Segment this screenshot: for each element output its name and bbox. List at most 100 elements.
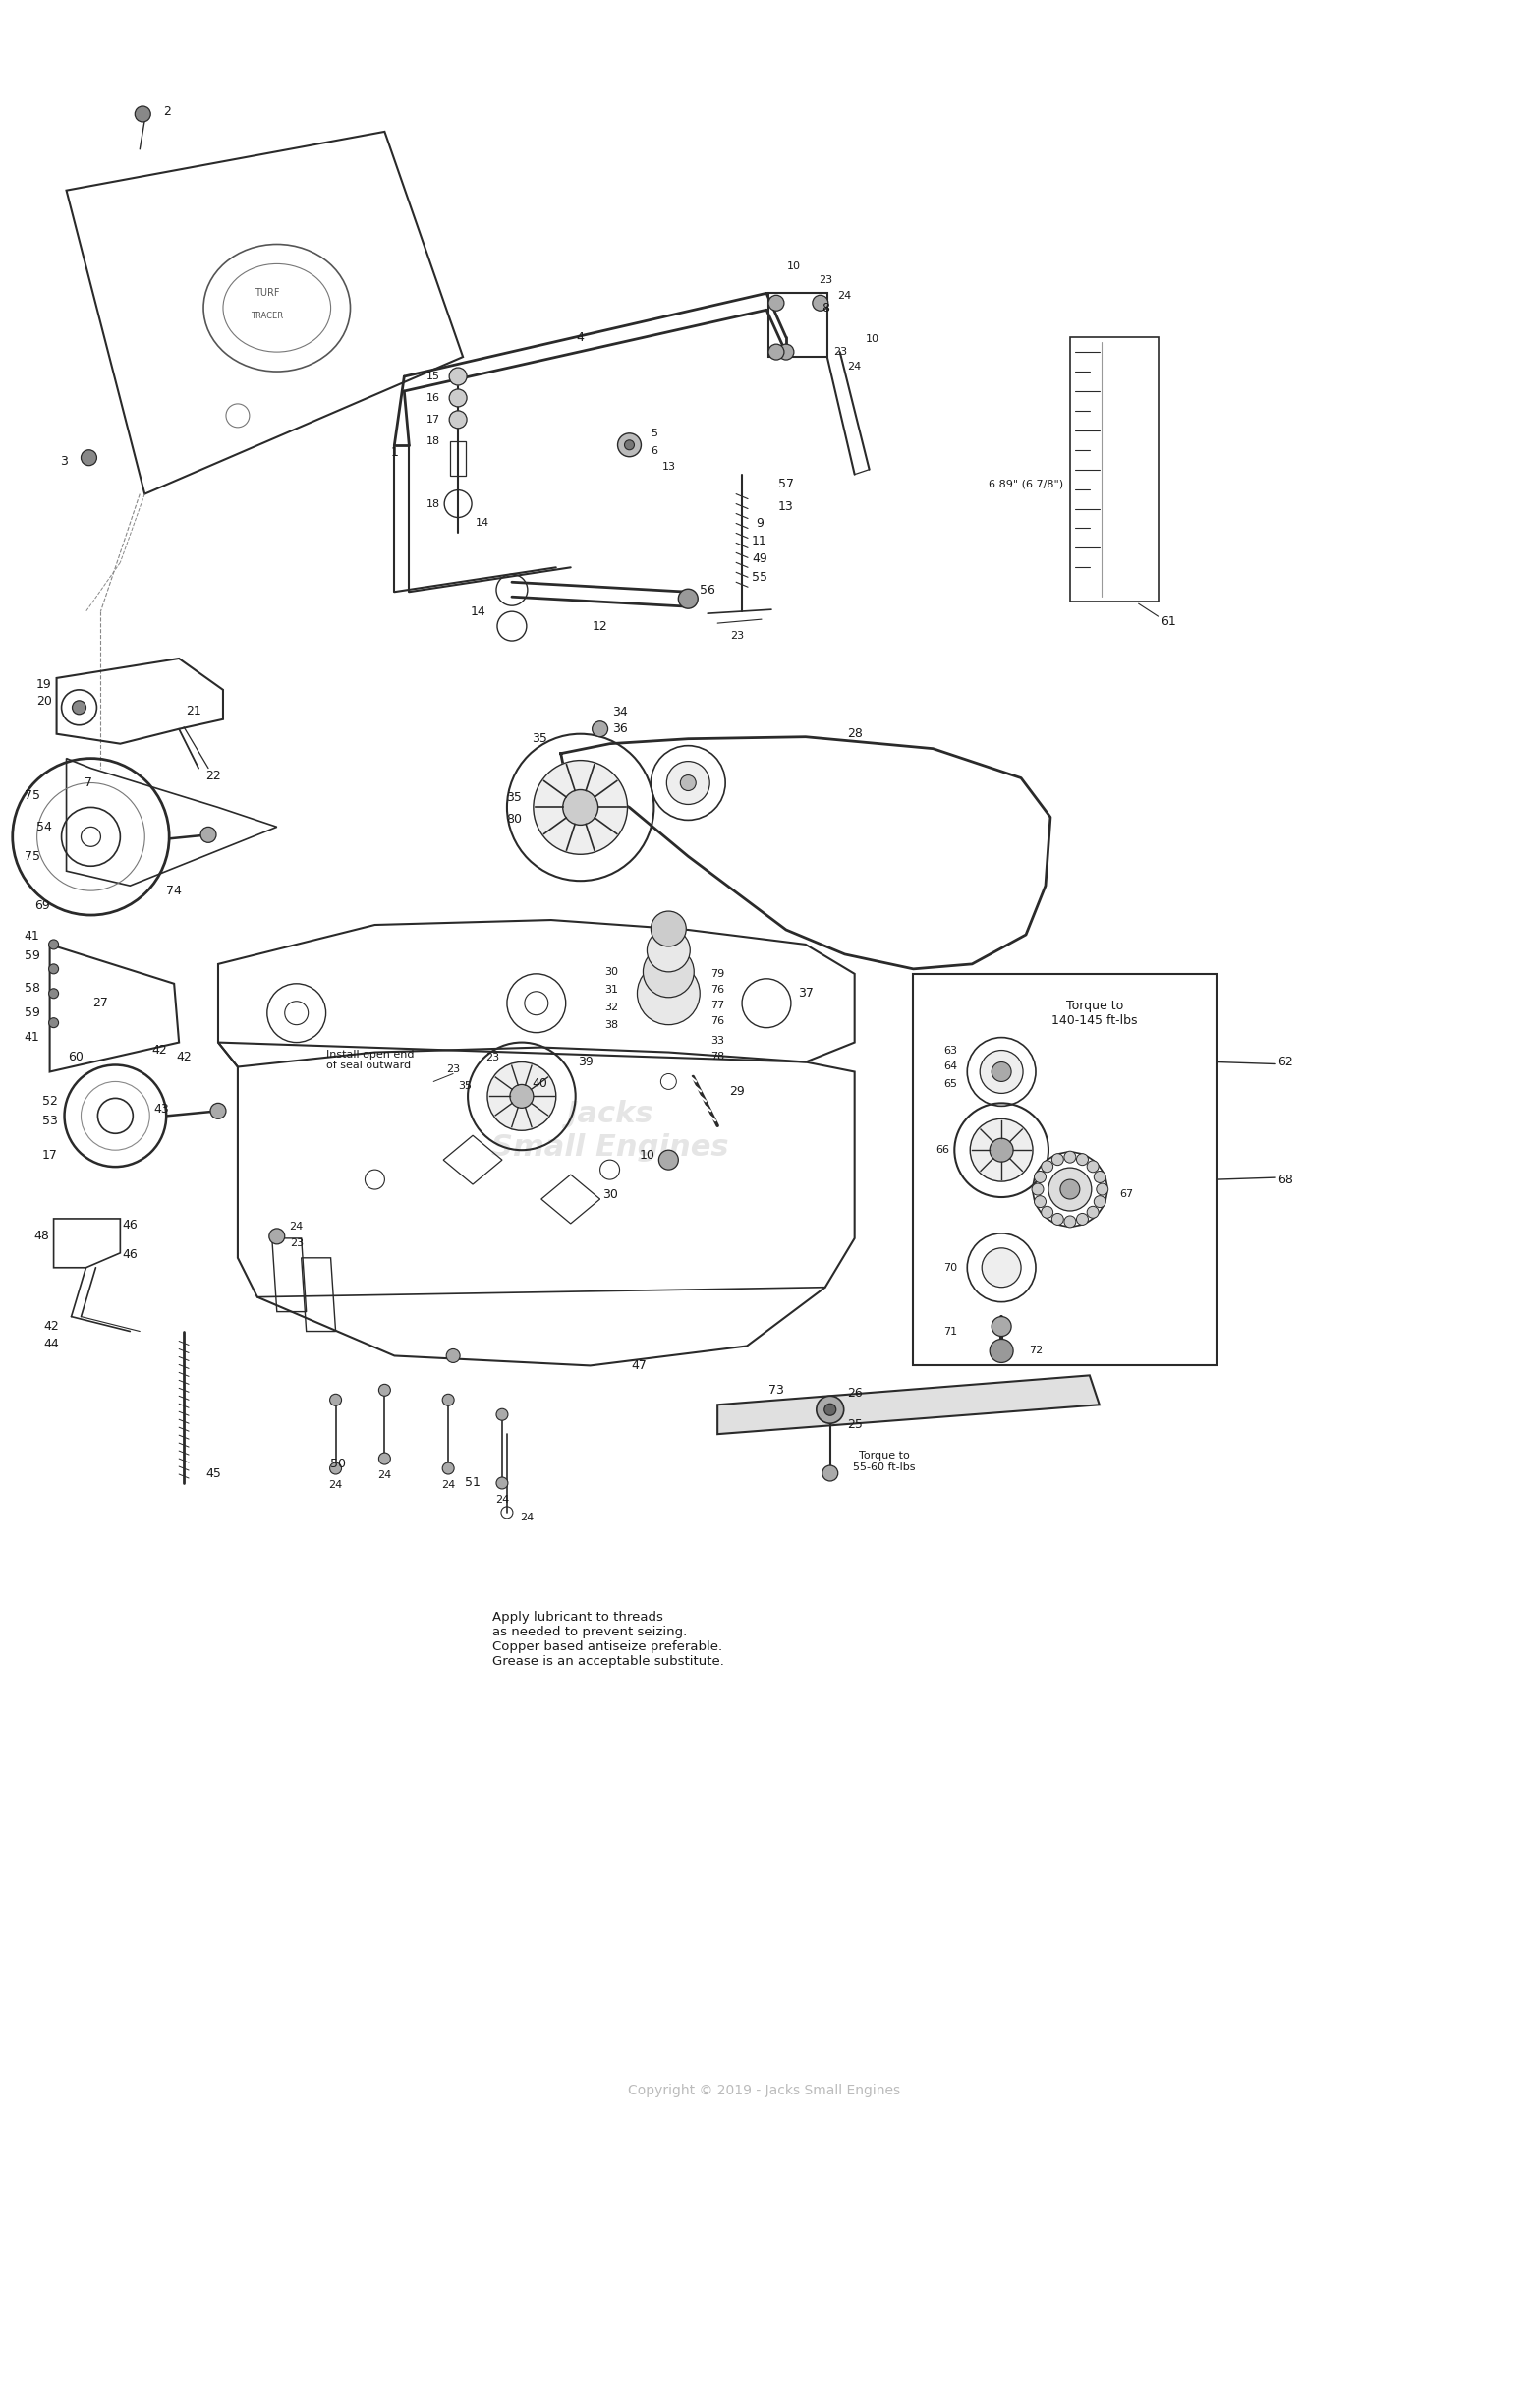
Text: 52: 52 [41,1096,58,1108]
Circle shape [1077,1153,1088,1165]
Text: 45: 45 [205,1466,220,1479]
Text: 2: 2 [164,106,171,118]
Text: Jacks
Small Engines: Jacks Small Engines [491,1100,728,1161]
Text: 15: 15 [427,371,441,380]
Text: 59: 59 [24,1007,40,1019]
Text: 23: 23 [832,347,846,356]
Text: 35: 35 [531,732,548,744]
Circle shape [592,720,607,737]
Circle shape [991,1317,1011,1336]
Text: 78: 78 [710,1052,725,1062]
Circle shape [768,296,783,311]
Circle shape [379,1452,390,1464]
Circle shape [779,344,794,359]
Circle shape [534,761,627,855]
Text: 74: 74 [167,884,182,898]
Circle shape [825,1404,835,1416]
Text: 14: 14 [470,604,485,619]
Text: 29: 29 [730,1086,745,1098]
Circle shape [49,990,58,999]
Circle shape [81,450,96,465]
Text: 60: 60 [69,1050,84,1064]
Text: 17: 17 [427,414,441,424]
Text: 35: 35 [457,1081,471,1091]
Text: 24: 24 [496,1495,509,1505]
Text: 14: 14 [476,518,490,527]
Text: 34: 34 [612,706,627,718]
Bar [1069,337,1158,602]
Text: 11: 11 [751,535,768,547]
Circle shape [450,368,467,385]
Circle shape [49,939,58,949]
Text: 23: 23 [447,1064,461,1074]
Text: 27: 27 [93,997,109,1009]
Text: 13: 13 [661,462,675,472]
Text: 24: 24 [520,1512,534,1522]
Circle shape [1065,1151,1076,1163]
Text: 23: 23 [730,631,744,641]
Circle shape [659,1151,678,1170]
Text: 5: 5 [650,429,658,438]
Circle shape [1077,1214,1088,1226]
Circle shape [1094,1197,1106,1206]
Text: 17: 17 [41,1149,58,1161]
Text: 76: 76 [710,985,724,995]
Text: 32: 32 [604,1002,618,1011]
Text: 58: 58 [24,982,40,995]
Text: 41: 41 [24,929,40,944]
Polygon shape [718,1375,1100,1435]
Circle shape [49,963,58,973]
Text: 10: 10 [640,1149,655,1161]
Text: 23: 23 [819,275,832,287]
Circle shape [1060,1180,1080,1199]
Text: 35: 35 [506,792,522,804]
Circle shape [1086,1206,1099,1218]
Circle shape [822,1466,838,1481]
Text: 51: 51 [465,1476,480,1491]
Circle shape [269,1228,285,1245]
Circle shape [1042,1206,1053,1218]
Text: Torque to
140-145 ft-lbs: Torque to 140-145 ft-lbs [1051,999,1137,1026]
Circle shape [496,1409,508,1421]
Text: 16: 16 [427,393,441,402]
Text: 69: 69 [34,898,49,913]
Text: 26: 26 [846,1387,863,1399]
Circle shape [488,1062,555,1129]
Circle shape [447,1348,461,1363]
Circle shape [990,1139,1013,1163]
Text: TRACER: TRACER [251,311,283,320]
Text: 10: 10 [866,335,880,344]
Text: 24: 24 [289,1221,303,1230]
Text: 66: 66 [936,1146,950,1156]
Text: 46: 46 [122,1247,138,1262]
Bar [450,441,465,474]
Circle shape [681,775,696,790]
Text: 24: 24 [378,1471,392,1481]
Circle shape [667,761,710,804]
Text: 76: 76 [710,1016,724,1026]
Circle shape [49,1019,58,1028]
Text: 18: 18 [427,498,441,508]
Circle shape [1065,1216,1076,1228]
Text: 65: 65 [944,1079,958,1088]
Text: 49: 49 [751,551,768,566]
Text: 6.89" (6 7/8"): 6.89" (6 7/8") [988,479,1063,489]
Circle shape [1051,1214,1063,1226]
Circle shape [200,826,216,843]
Text: 28: 28 [846,727,863,739]
Text: 8: 8 [822,301,829,315]
Circle shape [817,1397,845,1423]
Text: 36: 36 [612,722,627,734]
Text: Apply lubricant to threads
as needed to prevent seizing.
Copper based antiseize : Apply lubricant to threads as needed to … [493,1611,724,1666]
Text: 37: 37 [797,987,814,999]
Text: 79: 79 [710,968,725,978]
Text: 10: 10 [786,262,800,272]
Text: 68: 68 [1278,1173,1293,1185]
Text: 13: 13 [779,501,794,513]
Text: 38: 38 [604,1021,618,1031]
Circle shape [970,1120,1033,1182]
Text: 24: 24 [848,361,861,371]
Text: 1: 1 [390,445,398,460]
Text: 19: 19 [37,679,52,691]
Circle shape [496,1476,508,1488]
